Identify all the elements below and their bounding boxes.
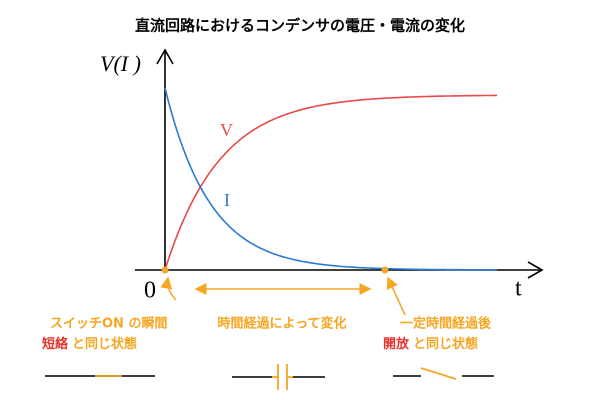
- switch-on-state: 短絡 と同じ状態: [42, 336, 137, 352]
- voltage-curve: [164, 94, 497, 271]
- transition-text: 時間経過によって変化: [218, 316, 347, 332]
- y-arrow: [156, 48, 174, 65]
- title: 直流回路におけるコンデンサの電圧・電流の変化: [135, 17, 465, 35]
- steady-point: [381, 266, 389, 274]
- voltage-label: V: [220, 120, 233, 140]
- current-label: I: [224, 190, 230, 210]
- open-symbol: [393, 367, 494, 380]
- steady-text: 一定時間経過後: [400, 316, 492, 332]
- start-arrow: [160, 276, 177, 301]
- capacitor-symbol: [232, 364, 325, 390]
- steady-state: 開放 と同じ状態: [383, 336, 478, 352]
- switch-on-text: スイッチON の瞬間: [50, 316, 167, 332]
- start-point: [161, 266, 169, 274]
- state-text: と同じ状態: [72, 336, 137, 352]
- state-text: と同じ状態: [413, 336, 478, 352]
- current-curve: [164, 87, 497, 271]
- highlight: 短絡: [42, 336, 69, 352]
- y-axis-label: V(I ): [100, 51, 141, 76]
- highlight: 開放: [383, 336, 410, 352]
- origin-label: 0: [144, 278, 156, 304]
- x-axis-label: t: [515, 276, 522, 302]
- steady-arrow: [386, 276, 406, 316]
- x-arrow: [527, 261, 544, 279]
